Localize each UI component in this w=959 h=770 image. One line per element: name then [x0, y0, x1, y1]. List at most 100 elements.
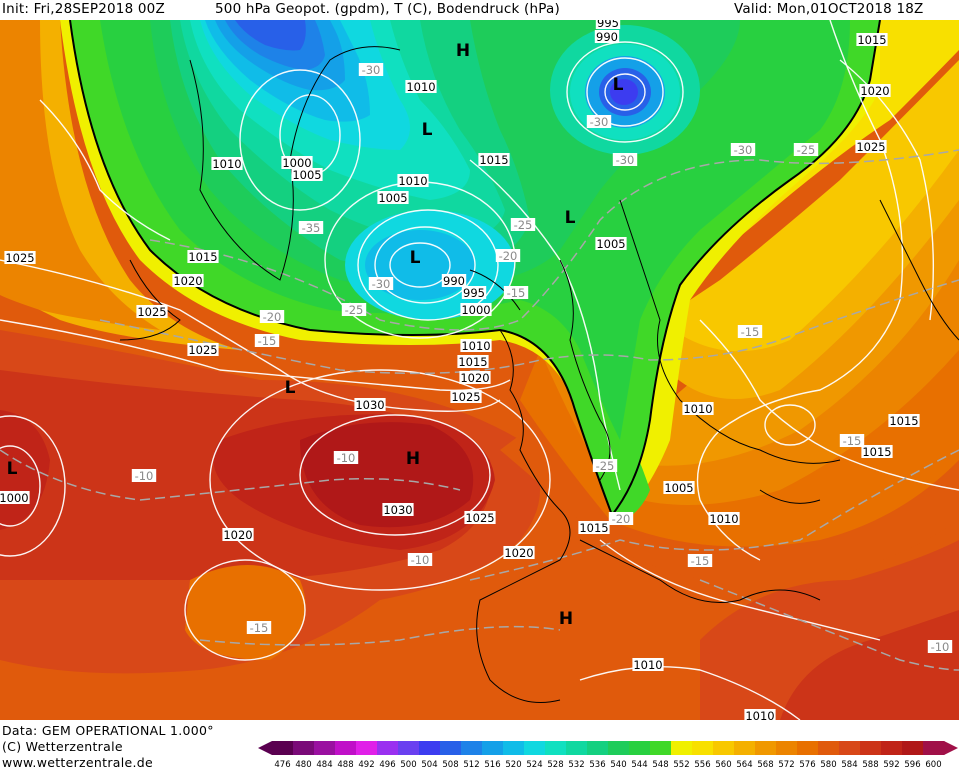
legend-swatch [608, 741, 630, 755]
isobar-label: 1015 [457, 355, 489, 369]
legend-swatch [566, 741, 588, 755]
high-pressure-center: H [456, 41, 470, 61]
temperature-label: -25 [793, 143, 819, 157]
legend-swatch [755, 741, 777, 755]
temperature-label-box [368, 277, 394, 290]
legend-swatch [503, 741, 525, 755]
temperature-label-box [254, 334, 280, 347]
temperature-label: -25 [592, 459, 618, 473]
isobar-label-box [441, 274, 467, 287]
isobar-label-text: 1015 [889, 414, 918, 428]
high-pressure-center: H [406, 449, 420, 469]
temperature-label-box [503, 286, 529, 299]
legend-value: 588 [862, 760, 878, 770]
temperature-label-box [612, 153, 638, 166]
geopotential-zone-508 [235, 20, 306, 51]
temperature-label-box [608, 512, 634, 525]
temperature-label: -35 [298, 221, 324, 235]
temperature-label-text: -10 [931, 640, 950, 654]
isobar-label: 995 [595, 20, 621, 30]
legend-value: 496 [379, 760, 395, 770]
legend-value: 512 [463, 760, 479, 770]
legend-swatch [839, 741, 861, 755]
copyright: (C) Wetterzentrale [2, 739, 123, 754]
legend-value: 500 [400, 760, 416, 770]
temperature-label: -25 [341, 303, 367, 317]
isobar-label-text: 1030 [355, 398, 384, 412]
isobar-label-box [594, 30, 620, 43]
legend-value: 572 [778, 760, 794, 770]
isobar-label-text: 1020 [860, 84, 889, 98]
isobar-label-box [4, 251, 36, 264]
legend-swatch [398, 741, 420, 755]
isobar-label-box [859, 84, 891, 97]
low-pressure-center: L [565, 208, 576, 228]
legend-swatch [860, 741, 882, 755]
isobar-label-text: 1015 [862, 445, 891, 459]
legend-swatch [314, 741, 336, 755]
legend-swatch [293, 741, 315, 755]
isobar-label-box [222, 528, 254, 541]
isobar-label-box [632, 658, 664, 671]
isobar-label-box [888, 414, 920, 427]
legend-value: 552 [673, 760, 689, 770]
isobar-label-box [744, 709, 776, 720]
temperature-label: -30 [730, 143, 756, 157]
legend-value: 524 [526, 760, 542, 770]
isobar-label-text: 1005 [596, 237, 625, 251]
temperature-label: -10 [131, 469, 157, 483]
temperature-label-text: -15 [250, 621, 269, 635]
legend-swatch [335, 741, 357, 755]
isobar-label-box [682, 402, 714, 415]
isobar-label-text: 1000 [282, 156, 311, 170]
pressure-centers: H L L L L L H L H [7, 41, 624, 629]
legend-value: 516 [484, 760, 500, 770]
temperature-label: -25 [510, 218, 536, 232]
isobar-label-box [405, 80, 437, 93]
temperature-label: -30 [586, 115, 612, 129]
temperature-label-box [333, 451, 359, 464]
temperature-label-box [793, 143, 819, 156]
isobar-label-box [708, 512, 740, 525]
data-source: Data: GEM OPERATIONAL 1.000° [2, 723, 214, 738]
isobar-label: 1025 [4, 251, 36, 265]
legend-swatch [776, 741, 798, 755]
isobar-label-box [397, 174, 429, 187]
geopotential-zone-572-west [0, 20, 160, 330]
legend-swatch [734, 741, 756, 755]
low-pressure-center: L [285, 378, 296, 398]
legend-swatch [356, 741, 378, 755]
legend-swatch [461, 741, 483, 755]
legend-swatch [377, 741, 399, 755]
isobar-label: 1015 [187, 250, 219, 264]
legend-swatch [797, 741, 819, 755]
temperature-label-text: -15 [507, 286, 526, 300]
isobar-label: 1000 [460, 303, 492, 317]
temperature-label-text: -10 [135, 469, 154, 483]
isobar-label-text: 1010 [398, 174, 427, 188]
isobar-label-box [291, 168, 323, 181]
temperature-label-box [730, 143, 756, 156]
low-pressure-center: L [613, 75, 624, 95]
isobar-label-text: 1015 [579, 521, 608, 535]
legend-value: 596 [904, 760, 920, 770]
legend-value: 492 [358, 760, 374, 770]
isobar-label: 1005 [663, 481, 695, 495]
temperature-label-text: -20 [499, 249, 518, 263]
temperature-label: -30 [358, 63, 384, 77]
legend-swatch [482, 741, 504, 755]
temperature-label: -20 [259, 310, 285, 324]
geopotential-zone-560 [660, 60, 959, 352]
legend-value: 600 [925, 760, 941, 770]
isobar-label: 995 [461, 286, 487, 300]
legend-value: 556 [694, 760, 710, 770]
isobar-label-text: 1025 [856, 140, 885, 154]
legend-swatch [629, 741, 651, 755]
temperature-label: -10 [407, 553, 433, 567]
legend-value: 580 [820, 760, 836, 770]
isobar-label: 1010 [397, 174, 429, 188]
isobar-label-text: 1010 [683, 402, 712, 416]
isobar-label-text: 1020 [504, 546, 533, 560]
temperature-label: -15 [246, 621, 272, 635]
legend-swatch [545, 741, 567, 755]
